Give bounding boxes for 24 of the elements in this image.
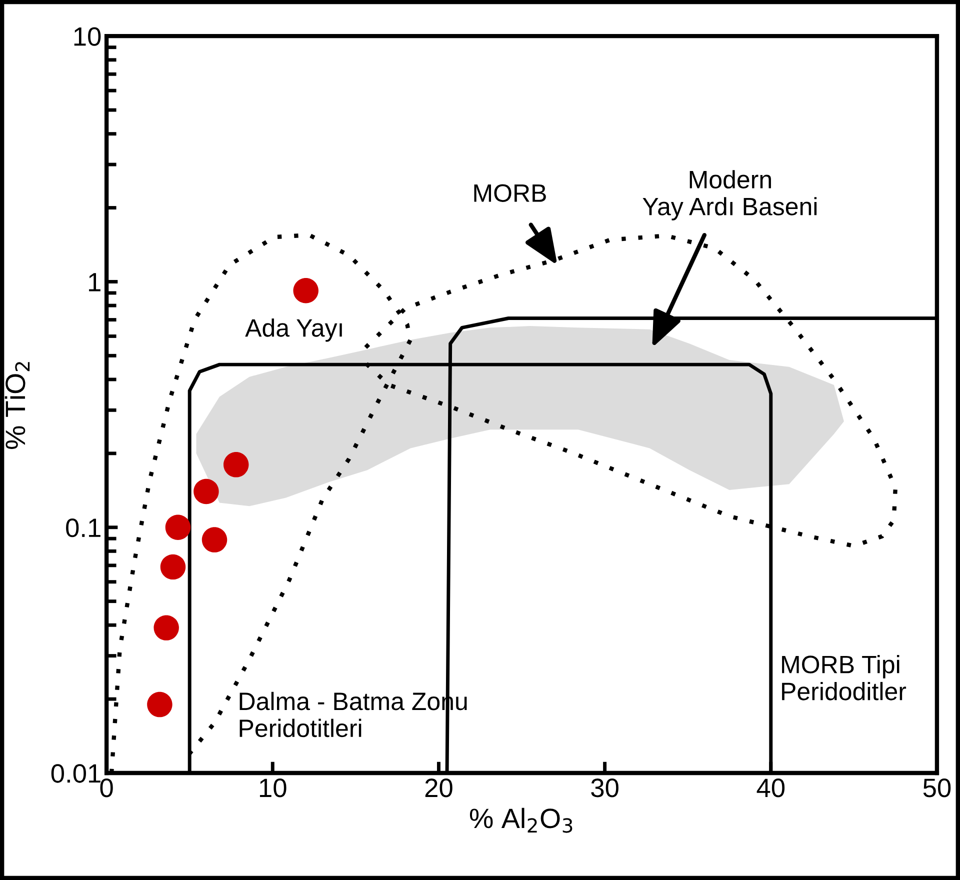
point (154, 615, 179, 640)
annotation: Modern Yay Ardı Baseni (642, 170, 817, 220)
annotation: MORB Tipi Peridoditler (782, 655, 906, 700)
point (202, 527, 228, 552)
y-tick-label: 1 (89, 273, 100, 292)
point (147, 692, 172, 718)
annotation: Ada Yayı (245, 318, 342, 342)
x-tick-label: 20 (425, 778, 452, 798)
point (194, 478, 219, 504)
x-axis-title: % Al$_{2}$O$_{3}$ (470, 808, 572, 833)
y-tick-label: 10 (74, 27, 101, 46)
y-tick-label: 0.01 (51, 764, 100, 783)
annotation: MORB (474, 184, 546, 202)
x-tick-label: 10 (260, 778, 286, 798)
point (293, 278, 318, 304)
x-tick-label: 0 (100, 778, 113, 798)
point (160, 554, 186, 580)
point (223, 452, 249, 478)
y-tick-label: 0.1 (66, 518, 100, 538)
x-tick-label: 40 (756, 778, 785, 798)
x-tick-label: 30 (591, 778, 618, 798)
x-tick-label: 50 (923, 778, 951, 798)
y-axis-title: % TiO$_{2}$ (4, 362, 30, 449)
point (165, 514, 191, 540)
